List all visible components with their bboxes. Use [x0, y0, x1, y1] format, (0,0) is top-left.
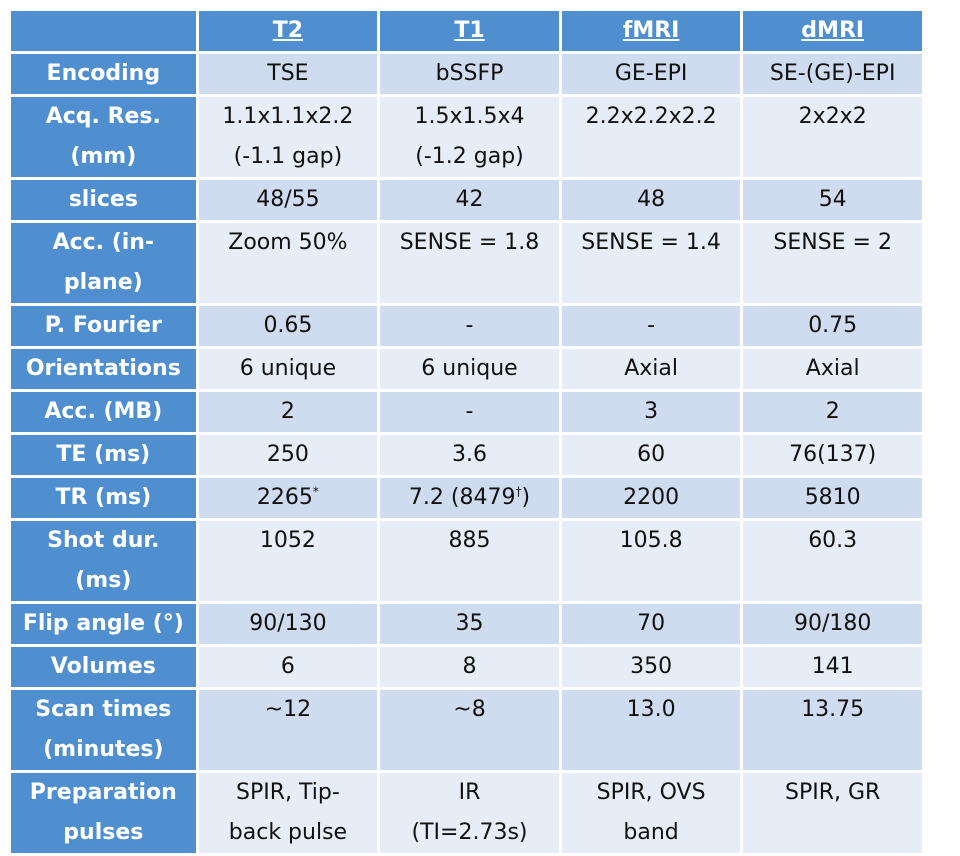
table-cell: 90/130: [198, 604, 378, 644]
table-cell: Zoom 50%: [198, 223, 378, 303]
row-volumes: Volumes 6 8 350 141: [11, 647, 922, 687]
table-cell: 48: [561, 180, 741, 220]
table-cell: -: [380, 392, 559, 432]
row-label: TR (ms): [11, 478, 196, 518]
row-tr: TR (ms) 2265* 7.2 (8479†) 2200 5810: [11, 478, 922, 518]
table-cell: 0.75: [743, 306, 922, 346]
corner-cell: [11, 11, 196, 51]
table-cell: 1052: [198, 521, 378, 601]
table-cell: SENSE = 2: [743, 223, 922, 303]
table-cell: 60: [561, 435, 741, 475]
row-label: Shot dur. (ms): [11, 521, 196, 601]
table-cell: SE-(GE)-EPI: [743, 54, 922, 94]
table-cell: 0.65: [198, 306, 378, 346]
table-cell: TSE: [198, 54, 378, 94]
table-cell: 3: [561, 392, 741, 432]
table-cell: 76(137): [743, 435, 922, 475]
table-cell: 250: [198, 435, 378, 475]
row-label: Preparation pulses: [11, 773, 196, 853]
table-cell: -: [380, 306, 559, 346]
row-label: P. Fourier: [11, 306, 196, 346]
table-cell: 5810: [743, 478, 922, 518]
table-cell: 350: [561, 647, 741, 687]
table-cell: 1.5x1.5x4 (-1.2 gap): [380, 97, 559, 177]
row-acq-res: Acq. Res. (mm) 1.1x1.1x2.2 (-1.1 gap) 1.…: [11, 97, 922, 177]
row-orientations: Orientations 6 unique 6 unique Axial Axi…: [11, 349, 922, 389]
table-cell: GE-EPI: [561, 54, 741, 94]
tr-t1-close: ): [521, 485, 531, 510]
table-cell: ~8: [380, 690, 559, 770]
table-cell: 60.3: [743, 521, 922, 601]
table-cell: 13.0: [561, 690, 741, 770]
table-cell: SENSE = 1.8: [380, 223, 559, 303]
table-cell: 6 unique: [198, 349, 378, 389]
table-cell: 6: [198, 647, 378, 687]
table-cell: 2x2x2: [743, 97, 922, 177]
row-scan-times: Scan times (minutes) ~12 ~8 13.0 13.75: [11, 690, 922, 770]
row-label: Acc. (in- plane): [11, 223, 196, 303]
table-cell: SPIR, Tip- back pulse: [198, 773, 378, 853]
table-cell: bSSFP: [380, 54, 559, 94]
row-acc-mb: Acc. (MB) 2 - 3 2: [11, 392, 922, 432]
row-partial-fourier: P. Fourier 0.65 - - 0.75: [11, 306, 922, 346]
table-cell: 2: [743, 392, 922, 432]
table-cell: ~12: [198, 690, 378, 770]
footnote-mark: †: [515, 484, 522, 499]
row-te: TE (ms) 250 3.6 60 76(137): [11, 435, 922, 475]
row-preparation-pulses: Preparation pulses SPIR, Tip- back pulse…: [11, 773, 922, 853]
table-cell: 70: [561, 604, 741, 644]
table-cell: 6 unique: [380, 349, 559, 389]
row-label: Volumes: [11, 647, 196, 687]
table-cell: Axial: [743, 349, 922, 389]
table-cell: 2.2x2.2x2.2: [561, 97, 741, 177]
table-cell: 13.75: [743, 690, 922, 770]
column-header-dmri: dMRI: [743, 11, 922, 51]
table-cell: 42: [380, 180, 559, 220]
table-cell: 105.8: [561, 521, 741, 601]
row-label: TE (ms): [11, 435, 196, 475]
table-cell: 90/180: [743, 604, 922, 644]
table-cell: -: [561, 306, 741, 346]
table-cell: 48/55: [198, 180, 378, 220]
parameter-table: T2 T1 fMRI dMRI Encoding TSE bSSFP GE-EP…: [8, 8, 925, 856]
row-flip-angle: Flip angle (°) 90/130 35 70 90/180: [11, 604, 922, 644]
column-header-t2: T2: [198, 11, 378, 51]
row-acc-inplane: Acc. (in- plane) Zoom 50% SENSE = 1.8 SE…: [11, 223, 922, 303]
row-slices: slices 48/55 42 48 54: [11, 180, 922, 220]
table-cell: 885: [380, 521, 559, 601]
table-cell: 8: [380, 647, 559, 687]
column-header-fmri: fMRI: [561, 11, 741, 51]
row-label: Acc. (MB): [11, 392, 196, 432]
table-cell: 2265*: [198, 478, 378, 518]
header-row: T2 T1 fMRI dMRI: [11, 11, 922, 51]
row-label: slices: [11, 180, 196, 220]
table-cell: Axial: [561, 349, 741, 389]
row-label: Encoding: [11, 54, 196, 94]
tr-t1-value: 7.2 (8479: [408, 485, 516, 510]
row-shot-duration: Shot dur. (ms) 1052 885 105.8 60.3: [11, 521, 922, 601]
table-cell: 54: [743, 180, 922, 220]
table-cell: SENSE = 1.4: [561, 223, 741, 303]
row-label: Orientations: [11, 349, 196, 389]
table-cell: 141: [743, 647, 922, 687]
row-label: Scan times (minutes): [11, 690, 196, 770]
table-cell: IR (TI=2.73s): [380, 773, 559, 853]
table-cell: 3.6: [380, 435, 559, 475]
table-cell: 2200: [561, 478, 741, 518]
table-cell: SPIR, GR: [743, 773, 922, 853]
table-cell: 2: [198, 392, 378, 432]
tr-t2-value: 2265: [256, 485, 313, 510]
row-label: Acq. Res. (mm): [11, 97, 196, 177]
table-cell: 35: [380, 604, 559, 644]
column-header-t1: T1: [380, 11, 559, 51]
table-cell: 7.2 (8479†): [380, 478, 559, 518]
row-encoding: Encoding TSE bSSFP GE-EPI SE-(GE)-EPI: [11, 54, 922, 94]
footnote-mark: *: [312, 484, 319, 499]
table-cell: SPIR, OVS band: [561, 773, 741, 853]
row-label: Flip angle (°): [11, 604, 196, 644]
table-cell: 1.1x1.1x2.2 (-1.1 gap): [198, 97, 378, 177]
